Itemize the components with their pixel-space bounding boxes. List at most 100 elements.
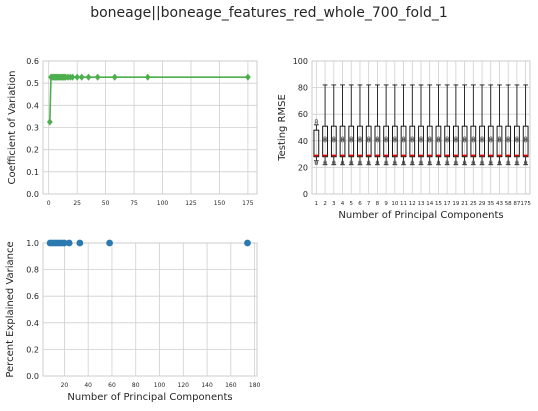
flier-point [332, 160, 336, 164]
y-tick-label: 0.4 [26, 101, 39, 110]
x-tick-label: 120 [178, 382, 190, 389]
x-tick-label: 35 [487, 201, 494, 207]
plot-area [43, 243, 257, 376]
box-29 [479, 84, 485, 166]
box-body [461, 125, 468, 158]
x-tick-label: 15 [435, 201, 442, 207]
data-point [69, 73, 76, 81]
x-tick-label: 5 [349, 201, 353, 207]
flier-point [497, 161, 502, 166]
flier-point [410, 136, 414, 140]
y-tick-label: 60 [298, 110, 308, 119]
flier-point [393, 160, 397, 164]
box-body [453, 125, 459, 158]
x-tick-label: 58 [505, 201, 512, 207]
x-tick-label: 175 [520, 201, 531, 207]
x-tick-label: 10 [391, 201, 398, 207]
flier-point [410, 137, 414, 142]
flier-point [358, 160, 362, 164]
panel-3: 20 40 60 80 100 120 140 160 180 0.0 0.2 0.4 0.6 0.8 1.… [5, 239, 261, 403]
flier-point [463, 161, 467, 166]
y-tick-label: 0.6 [26, 57, 39, 66]
data-point [74, 73, 81, 81]
box-body [522, 125, 529, 158]
x-tick-label: 140 [201, 382, 213, 389]
plot-frame [311, 60, 531, 195]
flier-point [497, 137, 502, 142]
flier-point [489, 161, 493, 166]
box-body [391, 125, 398, 158]
data-point [76, 239, 84, 247]
flier-point [323, 161, 327, 166]
flier-point [314, 161, 318, 166]
data-point [78, 73, 85, 81]
x-tick-label: 4 [341, 201, 345, 207]
panel-1: 0 25 50 75 100 125 150 175 0.0 0.1 0.2 0.3 0.4 0.5 0.6… [7, 57, 258, 207]
flier-point [314, 160, 318, 164]
flier-point [436, 161, 441, 166]
y-tick-label: 0.5 [26, 79, 39, 88]
flier-point [524, 160, 528, 164]
flier-point [332, 137, 336, 142]
flier-point [323, 137, 327, 142]
data-point [61, 239, 68, 247]
flier-point [314, 119, 318, 123]
flier-point [393, 136, 397, 140]
data-point [94, 73, 101, 81]
flier-point [445, 137, 449, 142]
flier-point [349, 136, 353, 140]
x-tick-label: 9 [384, 201, 388, 207]
figure-title: boneage||boneage_features_red_whole_700_… [90, 5, 448, 21]
box-body [505, 125, 512, 158]
x-tick-label: 14 [426, 201, 433, 207]
box-body [357, 125, 363, 158]
box-17 [444, 84, 451, 166]
x-tick-label: 80 [132, 382, 140, 389]
x-tick-label: 8 [376, 201, 380, 207]
data-point [106, 239, 113, 247]
x-tick-label: 180 [249, 382, 261, 389]
flier-point [340, 160, 345, 164]
box-body [435, 125, 442, 158]
box-4 [339, 84, 346, 166]
flier-point [367, 161, 371, 166]
flier-point [349, 161, 353, 166]
y-tick-label: 0.8 [26, 266, 39, 275]
box-13 [418, 84, 424, 166]
flier-point [401, 161, 406, 166]
flier-point [445, 160, 449, 164]
box-9 [383, 84, 389, 166]
data-point [65, 239, 73, 247]
box-body [470, 125, 477, 158]
box-12 [409, 84, 416, 166]
x-tick-label: 1 [315, 201, 319, 207]
x-tick-label: 40 [84, 382, 92, 389]
flier-point [367, 137, 371, 142]
x-tick-label: 3 [332, 201, 336, 207]
box-25 [470, 84, 477, 166]
flier-point [454, 137, 458, 142]
y-axis-label: Coefficient of Variation [7, 71, 18, 185]
x-tick-label: 43 [496, 201, 503, 207]
flier-point [349, 160, 353, 164]
x-tick-label: 75 [130, 200, 138, 207]
flier-point [332, 161, 336, 166]
y-tick-label: 0.0 [26, 372, 39, 381]
flier-point [515, 160, 519, 164]
y-tick-label: 20 [298, 163, 308, 172]
x-tick-label: 11 [400, 201, 407, 207]
flier-point [410, 160, 414, 164]
flier-point [489, 137, 493, 142]
flier-point [401, 160, 406, 164]
flier-point [384, 136, 388, 140]
x-tick-label: 21 [461, 201, 468, 207]
box-body [365, 125, 372, 158]
flier-point [471, 136, 475, 140]
flier-point [524, 136, 528, 140]
flier-point [323, 136, 327, 140]
flier-point [471, 137, 475, 142]
flier-point [358, 161, 362, 166]
box-body [487, 125, 494, 158]
box-3 [330, 84, 337, 166]
x-tick-label: 160 [225, 382, 237, 389]
